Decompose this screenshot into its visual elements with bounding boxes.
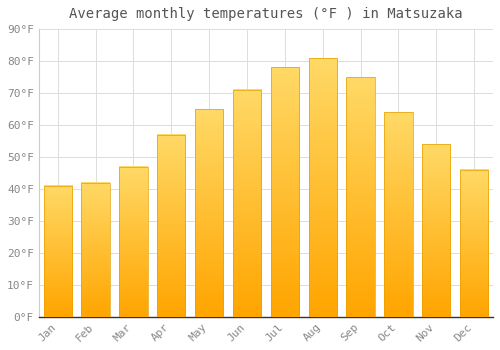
- Title: Average monthly temperatures (°F ) in Matsuzaka: Average monthly temperatures (°F ) in Ma…: [69, 7, 462, 21]
- Bar: [270, 68, 299, 317]
- Bar: [460, 170, 488, 317]
- Bar: [195, 109, 224, 317]
- Bar: [308, 58, 337, 317]
- Bar: [157, 134, 186, 317]
- Bar: [119, 167, 148, 317]
- Bar: [346, 77, 375, 317]
- Bar: [82, 182, 110, 317]
- Bar: [44, 186, 72, 317]
- Bar: [384, 112, 412, 317]
- Bar: [233, 90, 261, 317]
- Bar: [422, 144, 450, 317]
